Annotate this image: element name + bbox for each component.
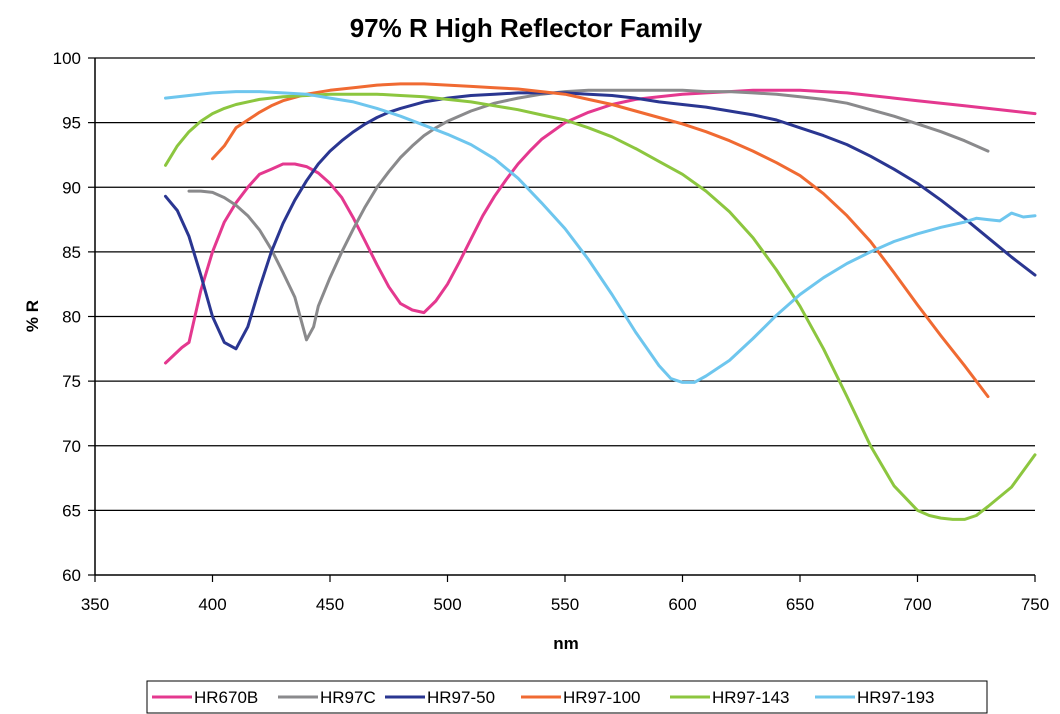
x-tick-label-400: 400 [198, 595, 226, 614]
x-tick-label-750: 750 [1021, 595, 1049, 614]
y-tick-label-100: 100 [53, 49, 81, 68]
legend-label-hr97-193: HR97-193 [857, 688, 935, 707]
tick-labels: 60 65 70 75 80 85 90 95 100 350 400 450 500 550 600 650… [53, 49, 1050, 614]
y-tick-label-60: 60 [62, 566, 81, 585]
x-axis-label: nm [553, 634, 579, 653]
x-tick-label-600: 600 [668, 595, 696, 614]
series-line-hr97-50 [164, 91, 1037, 351]
legend-label-hr97-143: HR97-143 [712, 688, 790, 707]
y-tick-label-80: 80 [62, 308, 81, 327]
series-line-hr97c [187, 88, 990, 342]
x-tick-label-500: 500 [433, 595, 461, 614]
y-tick-label-65: 65 [62, 501, 81, 520]
y-tick-label-95: 95 [62, 114, 81, 133]
y-tick-label-85: 85 [62, 243, 81, 262]
y-tick-label-90: 90 [62, 178, 81, 197]
axes [88, 57, 1036, 582]
series-lines [164, 82, 1037, 521]
y-axis-label: % R [23, 300, 42, 332]
chart-title: 97% R High Reflector Family [350, 13, 703, 43]
y-tick-label-70: 70 [62, 437, 81, 456]
x-tick-label-550: 550 [551, 595, 579, 614]
y-tick-label-75: 75 [62, 372, 81, 391]
legend-label-hr97c: HR97C [320, 688, 376, 707]
legend-label-hr97-100: HR97-100 [563, 688, 641, 707]
series-line-hr97-100 [211, 82, 990, 399]
legend: HR670B HR97C HR97-50 HR97-100 HR97-143 HR97-1… [146, 680, 988, 714]
x-tick-label-350: 350 [81, 595, 109, 614]
x-tick-label-450: 450 [316, 595, 344, 614]
x-tick-label-700: 700 [903, 595, 931, 614]
legend-label-hr97-50: HR97-50 [427, 688, 495, 707]
x-tick-label-650: 650 [786, 595, 814, 614]
series-line-hr97-143 [164, 92, 1037, 521]
legend-label-hr670b: HR670B [194, 688, 258, 707]
series-line-hr97-193 [164, 90, 1037, 384]
series-line-hr670b [164, 88, 1037, 365]
